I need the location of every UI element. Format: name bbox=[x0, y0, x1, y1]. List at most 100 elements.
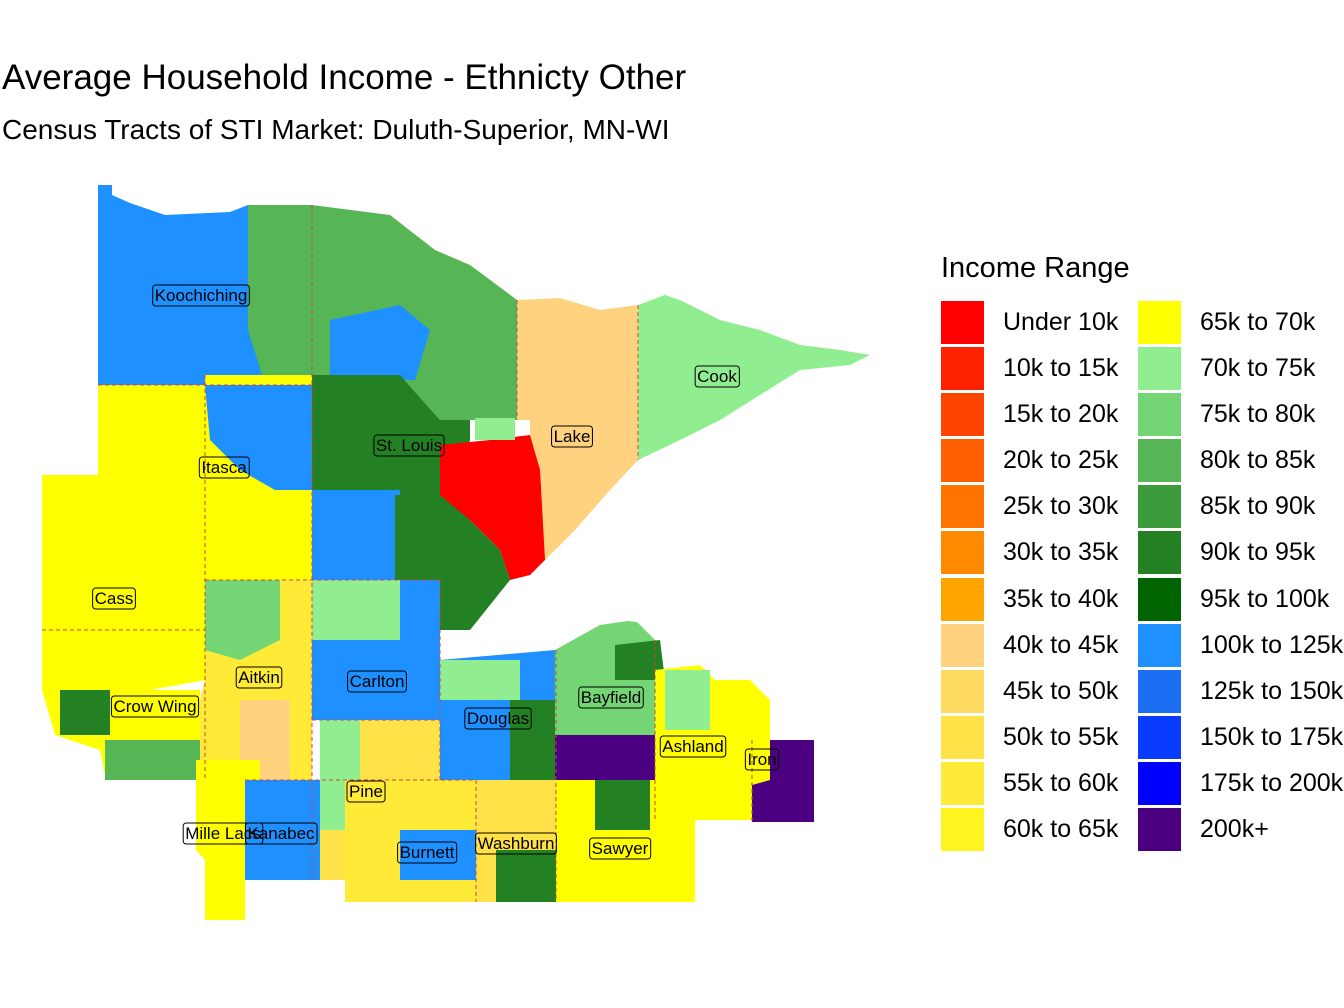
legend-label: 80k to 85k bbox=[1200, 446, 1316, 475]
legend-swatch bbox=[941, 347, 984, 391]
county-label-text: Itasca bbox=[201, 458, 247, 477]
legend-swatch bbox=[1138, 393, 1181, 437]
county-label-box bbox=[659, 735, 727, 758]
legend-label: 55k to 60k bbox=[1003, 768, 1119, 797]
legend-title: Income Range bbox=[941, 252, 1130, 284]
tract-bayfield-blue bbox=[555, 735, 655, 780]
county-label-box bbox=[397, 841, 458, 864]
tract-crow-wing-green bbox=[60, 690, 110, 735]
legend-swatch bbox=[941, 623, 984, 667]
county-label-text: Burnett bbox=[400, 843, 455, 862]
legend-label: 150k to 175k bbox=[1200, 722, 1344, 751]
tract-lake bbox=[517, 298, 638, 560]
tract-st-louis-red bbox=[440, 435, 545, 580]
county-boundaries bbox=[42, 205, 753, 902]
legend-swatch bbox=[1138, 301, 1181, 344]
legend-label: 75k to 80k bbox=[1200, 400, 1316, 429]
county-label-iron: Iron bbox=[744, 748, 780, 771]
legend-swatch bbox=[941, 808, 984, 852]
legend-swatch bbox=[941, 531, 984, 575]
county-label-box bbox=[347, 670, 407, 693]
legend-label: 25k to 30k bbox=[1003, 492, 1119, 521]
county-label-cass: Cass bbox=[92, 587, 136, 610]
legend-swatch bbox=[1138, 808, 1181, 852]
county-label-text: Cook bbox=[697, 367, 737, 386]
legend-swatch bbox=[941, 715, 984, 759]
legend-label: 90k to 95k bbox=[1200, 538, 1316, 567]
county-label-kanabec: Kanabec bbox=[244, 822, 318, 845]
county-label-text: Bayfield bbox=[581, 688, 641, 707]
tract-carlton-green bbox=[312, 580, 400, 640]
county-label-text: Pine bbox=[349, 782, 383, 801]
tract-sawyer bbox=[556, 780, 695, 902]
county-label-text: Mille Lacs bbox=[185, 824, 261, 843]
lake-superior bbox=[470, 470, 820, 655]
legend-swatch bbox=[1138, 715, 1181, 759]
county-label-pine: Pine bbox=[346, 780, 386, 803]
legend-swatch bbox=[941, 439, 984, 483]
county-label-text: Douglas bbox=[467, 709, 529, 728]
county-label-box bbox=[578, 686, 644, 709]
county-label-carlton: Carlton bbox=[347, 670, 407, 693]
county-label-box bbox=[182, 822, 264, 845]
county-label-washburn: Washburn bbox=[475, 832, 557, 855]
legend-label: 85k to 90k bbox=[1200, 492, 1316, 521]
county-labels: Koochiching Cook Lake St. Louis Itasca Cass Ai… bbox=[92, 284, 780, 864]
tract-washburn-green bbox=[496, 850, 556, 902]
legend-label: 15k to 20k bbox=[1003, 400, 1119, 429]
legend-label: 175k to 200k bbox=[1200, 768, 1344, 797]
legend-label: 200k+ bbox=[1200, 815, 1269, 844]
tract-itasca-blue bbox=[205, 385, 312, 490]
legend-swatch bbox=[1138, 577, 1181, 621]
tract-ashland-green bbox=[665, 670, 710, 730]
map-title: Average Household Income - Ethnicty Othe… bbox=[2, 58, 687, 97]
legend-label: 125k to 150k bbox=[1200, 676, 1344, 705]
county-label-text: Crow Wing bbox=[113, 697, 196, 716]
legend-label: 35k to 40k bbox=[1003, 584, 1119, 613]
tract-douglas-lightgreen bbox=[440, 660, 520, 700]
county-label-box bbox=[744, 748, 780, 771]
county-label-box bbox=[551, 425, 593, 448]
tract-cass bbox=[42, 475, 205, 690]
county-label-koochiching: Koochiching bbox=[152, 284, 250, 307]
county-label-aitkin: Aitkin bbox=[235, 666, 283, 689]
county-label-box bbox=[92, 587, 136, 610]
county-label-lake: Lake bbox=[551, 425, 593, 448]
tract-sawyer-green bbox=[595, 780, 650, 830]
legend-label: 10k to 15k bbox=[1003, 354, 1119, 383]
legend-label: Under 10k bbox=[1003, 308, 1119, 336]
county-label-ashland: Ashland bbox=[659, 735, 727, 758]
legend-swatch bbox=[941, 485, 984, 529]
county-label-box bbox=[235, 666, 283, 689]
tract-aitkin-green bbox=[205, 580, 280, 660]
county-label-box bbox=[346, 780, 386, 803]
choropleth-map: Koochiching Cook Lake St. Louis Itasca Cass Ai… bbox=[42, 185, 870, 920]
tract-kanabec bbox=[245, 780, 320, 880]
county-label-mille-lacs: Mille Lacs bbox=[182, 822, 264, 845]
county-label-text: Iron bbox=[747, 750, 776, 769]
county-label-text: Carlton bbox=[350, 672, 405, 691]
county-label-box bbox=[373, 434, 445, 457]
legend-label: 40k to 45k bbox=[1003, 630, 1119, 659]
legend-label: 95k to 100k bbox=[1200, 584, 1330, 613]
census-tracts bbox=[42, 185, 870, 920]
county-label-crow-wing: Crow Wing bbox=[110, 695, 200, 718]
county-label-box bbox=[110, 695, 200, 718]
county-label-sawyer: Sawyer bbox=[589, 837, 652, 860]
legend-label: 45k to 50k bbox=[1003, 676, 1119, 705]
county-label-cook: Cook bbox=[694, 365, 740, 388]
legend-swatch bbox=[941, 669, 984, 713]
tract-koochiching-east bbox=[248, 205, 312, 375]
legend-label: 100k to 125k bbox=[1200, 630, 1344, 659]
legend-swatch bbox=[941, 577, 984, 621]
county-label-text: Sawyer bbox=[592, 839, 649, 858]
county-label-text: Cass bbox=[95, 589, 134, 608]
county-label-text: Koochiching bbox=[155, 286, 248, 305]
tract-st-louis-south bbox=[312, 490, 400, 580]
county-label-box bbox=[475, 832, 557, 855]
county-label-text: St. Louis bbox=[376, 436, 442, 455]
tract-iron bbox=[752, 740, 814, 822]
tract-st-louis-orange bbox=[475, 418, 515, 440]
tract-mille-lacs bbox=[196, 760, 260, 920]
tract-bayfield-darkgreen bbox=[615, 640, 665, 680]
